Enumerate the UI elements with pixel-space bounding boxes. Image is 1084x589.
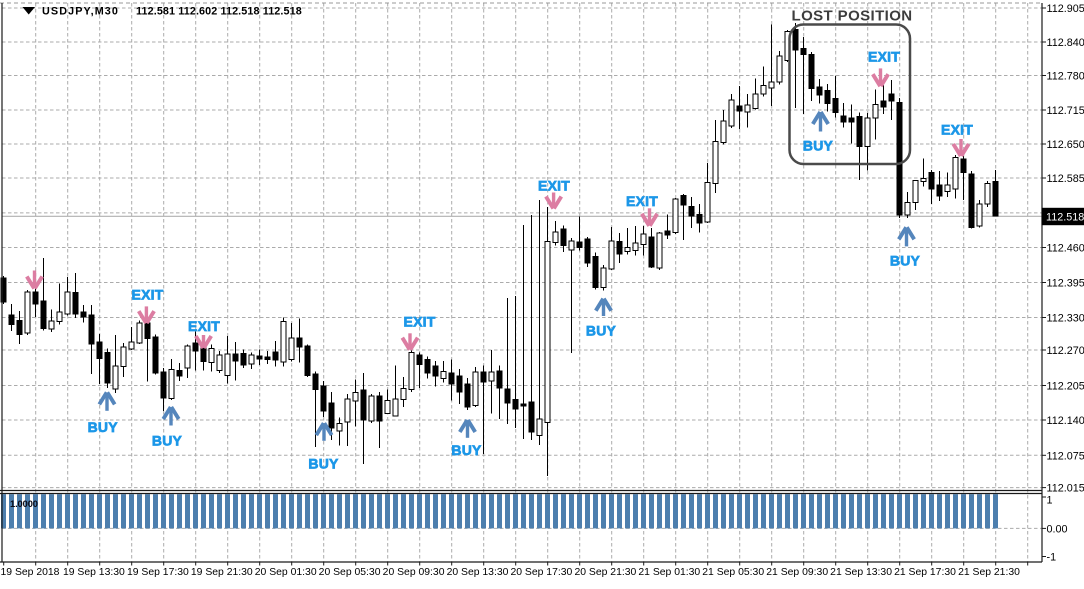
svg-text:112.518: 112.518	[1046, 211, 1084, 223]
svg-text:112.460: 112.460	[1047, 243, 1084, 255]
svg-text:21 Sep 05:30: 21 Sep 05:30	[702, 567, 764, 578]
svg-text:EXIT: EXIT	[404, 314, 436, 330]
svg-text:0.00: 0.00	[1047, 523, 1068, 535]
svg-text:19 Sep 2018: 19 Sep 2018	[1, 567, 60, 578]
svg-text:112.270: 112.270	[1047, 345, 1084, 357]
svg-text:112.075: 112.075	[1047, 450, 1084, 462]
svg-text:19 Sep 21:30: 19 Sep 21:30	[191, 567, 253, 578]
svg-text:BUY: BUY	[88, 419, 119, 435]
svg-text:EXIT: EXIT	[538, 178, 570, 194]
svg-text:21 Sep 17:30: 21 Sep 17:30	[894, 567, 956, 578]
svg-text:BUY: BUY	[308, 456, 339, 472]
svg-text:EXIT: EXIT	[626, 193, 658, 209]
svg-text:21 Sep 13:30: 21 Sep 13:30	[830, 567, 892, 578]
svg-text:BUY: BUY	[803, 138, 834, 154]
svg-text:1: 1	[1047, 495, 1053, 507]
svg-text:EXIT: EXIT	[132, 287, 164, 303]
svg-text:20 Sep 05:30: 20 Sep 05:30	[319, 567, 381, 578]
svg-text:112.780: 112.780	[1047, 71, 1084, 83]
svg-text:USDJPY,M30: USDJPY,M30	[42, 6, 119, 18]
svg-text:20 Sep 17:30: 20 Sep 17:30	[510, 567, 572, 578]
svg-text:BUY: BUY	[451, 442, 482, 458]
svg-text:20 Sep 21:30: 20 Sep 21:30	[574, 567, 636, 578]
svg-text:LOST POSITION: LOST POSITION	[792, 8, 913, 25]
svg-text:BUY: BUY	[890, 253, 921, 269]
svg-text:19 Sep 13:30: 19 Sep 13:30	[63, 567, 125, 578]
svg-text:112.650: 112.650	[1047, 139, 1084, 151]
svg-text:1.0000: 1.0000	[10, 499, 38, 509]
svg-text:BUY: BUY	[152, 433, 183, 449]
svg-text:21 Sep 21:30: 21 Sep 21:30	[958, 567, 1020, 578]
svg-text:21 Sep 01:30: 21 Sep 01:30	[638, 567, 700, 578]
svg-text:EXIT: EXIT	[868, 49, 900, 65]
svg-text:20 Sep 09:30: 20 Sep 09:30	[383, 567, 445, 578]
svg-text:112.905: 112.905	[1047, 3, 1084, 15]
svg-text:112.585: 112.585	[1047, 173, 1084, 185]
svg-text:19 Sep 17:30: 19 Sep 17:30	[127, 567, 189, 578]
svg-text:-1: -1	[1047, 552, 1057, 564]
svg-text:112.205: 112.205	[1047, 381, 1084, 393]
svg-text:112.140: 112.140	[1047, 415, 1084, 427]
svg-text:EXIT: EXIT	[941, 122, 973, 138]
svg-text:112.715: 112.715	[1047, 105, 1084, 117]
svg-text:112.581 112.602 112.518 112.51: 112.581 112.602 112.518 112.518	[136, 6, 302, 18]
svg-text:112.840: 112.840	[1047, 37, 1084, 49]
svg-text:20 Sep 13:30: 20 Sep 13:30	[447, 567, 509, 578]
svg-text:EXIT: EXIT	[188, 318, 220, 334]
svg-text:112.330: 112.330	[1047, 313, 1084, 325]
svg-text:20 Sep 01:30: 20 Sep 01:30	[255, 567, 317, 578]
svg-text:112.395: 112.395	[1047, 278, 1084, 290]
svg-text:112.015: 112.015	[1047, 483, 1084, 495]
svg-text:BUY: BUY	[586, 323, 617, 339]
svg-text:21 Sep 09:30: 21 Sep 09:30	[766, 567, 828, 578]
